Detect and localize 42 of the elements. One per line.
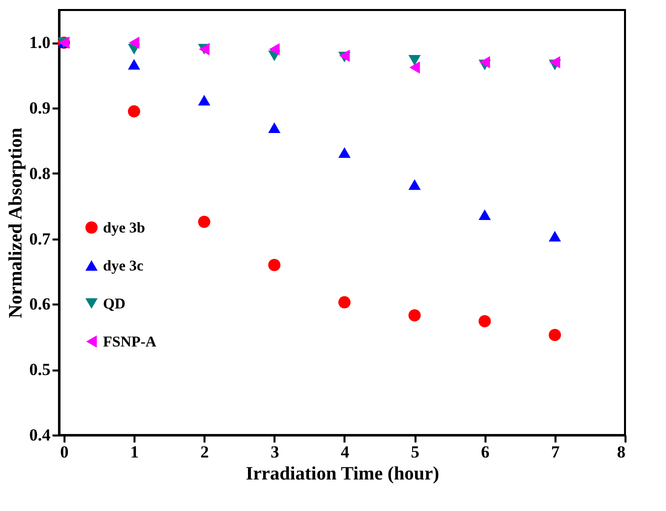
x-axis-title: Irradiation Time (hour)	[246, 464, 440, 484]
point	[128, 36, 140, 49]
y-tick-label: 0.5	[29, 360, 50, 380]
x-tick-label: 3	[270, 442, 280, 462]
point	[128, 105, 140, 118]
legend-label: FSNP-A	[103, 334, 156, 350]
point	[268, 122, 280, 133]
point	[548, 328, 561, 342]
x-tick-label: 2	[200, 442, 209, 462]
point	[479, 56, 490, 68]
y-tick-label: 0.9	[29, 98, 50, 118]
point	[478, 315, 491, 328]
point	[128, 58, 140, 70]
point	[198, 216, 210, 228]
legend-label: dye 3c	[103, 258, 144, 274]
point	[198, 94, 210, 106]
point	[268, 258, 280, 272]
point	[338, 147, 351, 158]
y-tick-label: 0.6	[29, 294, 50, 314]
point	[408, 55, 421, 66]
x-tick-label: 8	[617, 442, 626, 462]
point	[338, 296, 351, 308]
point	[550, 56, 560, 68]
point	[408, 179, 421, 190]
x-tick-label: 0	[60, 442, 69, 462]
y-tick-label: 0.7	[29, 229, 51, 248]
x-tick-label: 5	[410, 442, 420, 462]
point	[409, 61, 420, 74]
y-tick-label: 0.4	[29, 426, 51, 444]
x-tick-label: 7	[551, 442, 560, 462]
x-tick-label: 4	[340, 442, 350, 462]
legend-label: dye 3b	[103, 220, 146, 236]
y-tick-label: 0.8	[29, 164, 50, 183]
x-tick-label: 1	[130, 442, 139, 462]
point	[269, 43, 280, 56]
point	[548, 230, 561, 242]
y-axis-title: Normalized Absorption	[5, 127, 26, 318]
y-tick-label: 1.0	[29, 33, 50, 52]
point	[478, 209, 491, 220]
x-tick-label: 6	[480, 442, 490, 462]
legend-label: QD	[103, 296, 126, 312]
point	[408, 309, 421, 322]
